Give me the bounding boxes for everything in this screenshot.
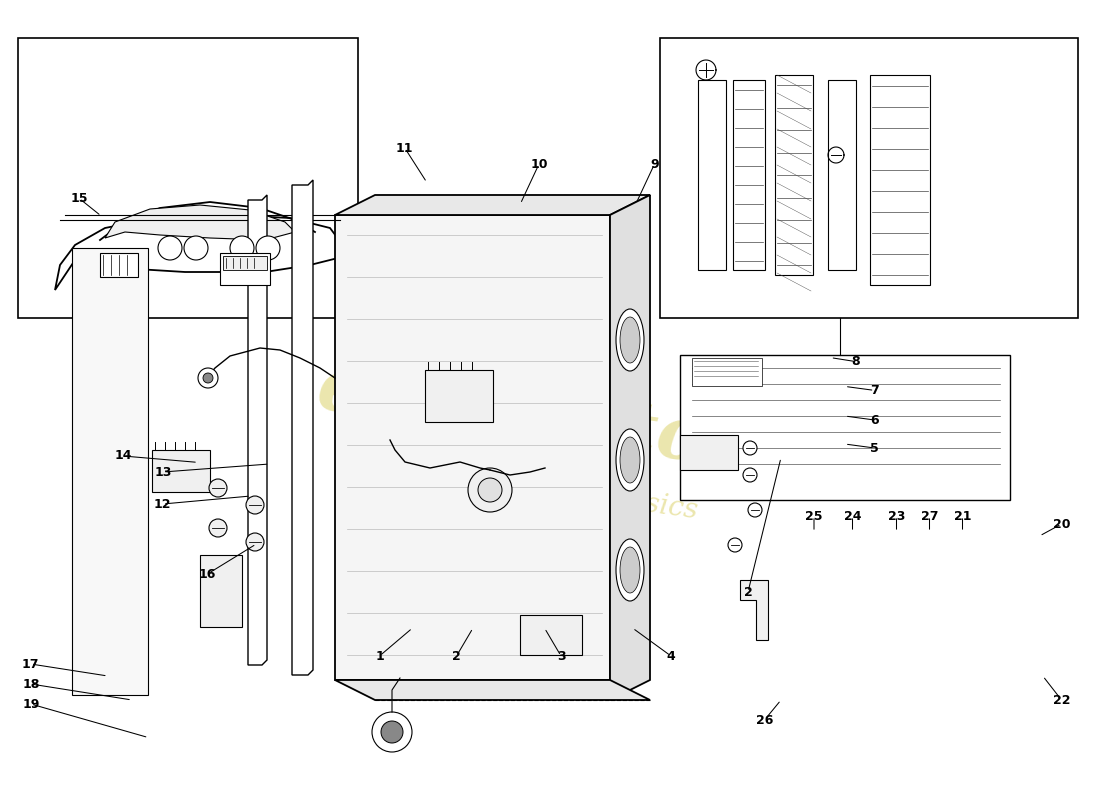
Ellipse shape	[616, 309, 644, 371]
Circle shape	[478, 478, 502, 502]
Circle shape	[204, 373, 213, 383]
Text: 1: 1	[375, 650, 384, 662]
Bar	[425, 370, 493, 422]
Bar	[870, 75, 930, 285]
Text: 12: 12	[154, 498, 172, 510]
Text: 23: 23	[888, 510, 905, 522]
Bar	[18, 38, 358, 318]
Circle shape	[372, 712, 412, 752]
Bar	[680, 435, 738, 470]
Bar	[660, 38, 1078, 318]
Text: 15: 15	[70, 192, 88, 205]
Circle shape	[158, 236, 182, 260]
Text: 3: 3	[557, 650, 565, 662]
Text: euromotors: euromotors	[312, 352, 788, 488]
Circle shape	[246, 496, 264, 514]
Polygon shape	[72, 248, 148, 695]
Text: 5: 5	[870, 442, 879, 454]
Text: 11: 11	[396, 142, 414, 154]
Text: a passion for classics: a passion for classics	[400, 456, 700, 524]
Text: 4: 4	[667, 650, 675, 662]
Polygon shape	[336, 195, 650, 215]
Bar	[520, 615, 582, 655]
Polygon shape	[610, 195, 650, 700]
Text: 2: 2	[744, 586, 752, 598]
Text: 18: 18	[22, 678, 40, 690]
Bar	[100, 253, 138, 277]
Text: 20: 20	[1053, 518, 1070, 530]
Text: 14: 14	[114, 450, 132, 462]
Circle shape	[468, 468, 512, 512]
Bar	[698, 80, 726, 270]
Text: 6: 6	[870, 414, 879, 426]
Text: 7: 7	[870, 384, 879, 397]
Circle shape	[209, 519, 227, 537]
Circle shape	[728, 538, 743, 552]
Ellipse shape	[616, 429, 644, 491]
Bar	[733, 80, 764, 270]
Text: 13: 13	[154, 466, 172, 478]
Circle shape	[742, 468, 757, 482]
Circle shape	[742, 441, 757, 455]
Circle shape	[198, 368, 218, 388]
Polygon shape	[292, 180, 313, 675]
Bar	[776, 75, 813, 275]
Circle shape	[209, 479, 227, 497]
Text: 16: 16	[198, 568, 216, 581]
Circle shape	[230, 236, 254, 260]
Bar	[828, 80, 856, 270]
Text: 27: 27	[921, 510, 938, 522]
Ellipse shape	[620, 547, 640, 593]
Circle shape	[748, 503, 762, 517]
Bar	[223, 256, 267, 270]
Ellipse shape	[620, 437, 640, 483]
Polygon shape	[55, 215, 345, 290]
Circle shape	[246, 533, 264, 551]
Bar	[692, 358, 762, 386]
Bar	[680, 355, 1010, 500]
Text: 25: 25	[805, 510, 823, 522]
Circle shape	[381, 721, 403, 743]
Bar	[200, 555, 242, 627]
Text: 19: 19	[22, 698, 40, 710]
Text: 9: 9	[650, 158, 659, 170]
Text: 10: 10	[530, 158, 548, 170]
Text: 2: 2	[452, 650, 461, 662]
Bar	[152, 450, 210, 492]
Ellipse shape	[616, 539, 644, 601]
Polygon shape	[740, 580, 768, 640]
Text: 8: 8	[851, 355, 860, 368]
Text: 22: 22	[1053, 694, 1070, 706]
Text: 24: 24	[844, 510, 861, 522]
Polygon shape	[104, 205, 295, 240]
Polygon shape	[336, 680, 650, 700]
Bar	[220, 253, 270, 285]
Circle shape	[256, 236, 280, 260]
Text: 17: 17	[22, 658, 40, 670]
Circle shape	[184, 236, 208, 260]
Ellipse shape	[620, 317, 640, 363]
Text: 21: 21	[954, 510, 971, 522]
Polygon shape	[248, 195, 267, 665]
Polygon shape	[336, 215, 610, 680]
Text: 26: 26	[756, 714, 773, 726]
